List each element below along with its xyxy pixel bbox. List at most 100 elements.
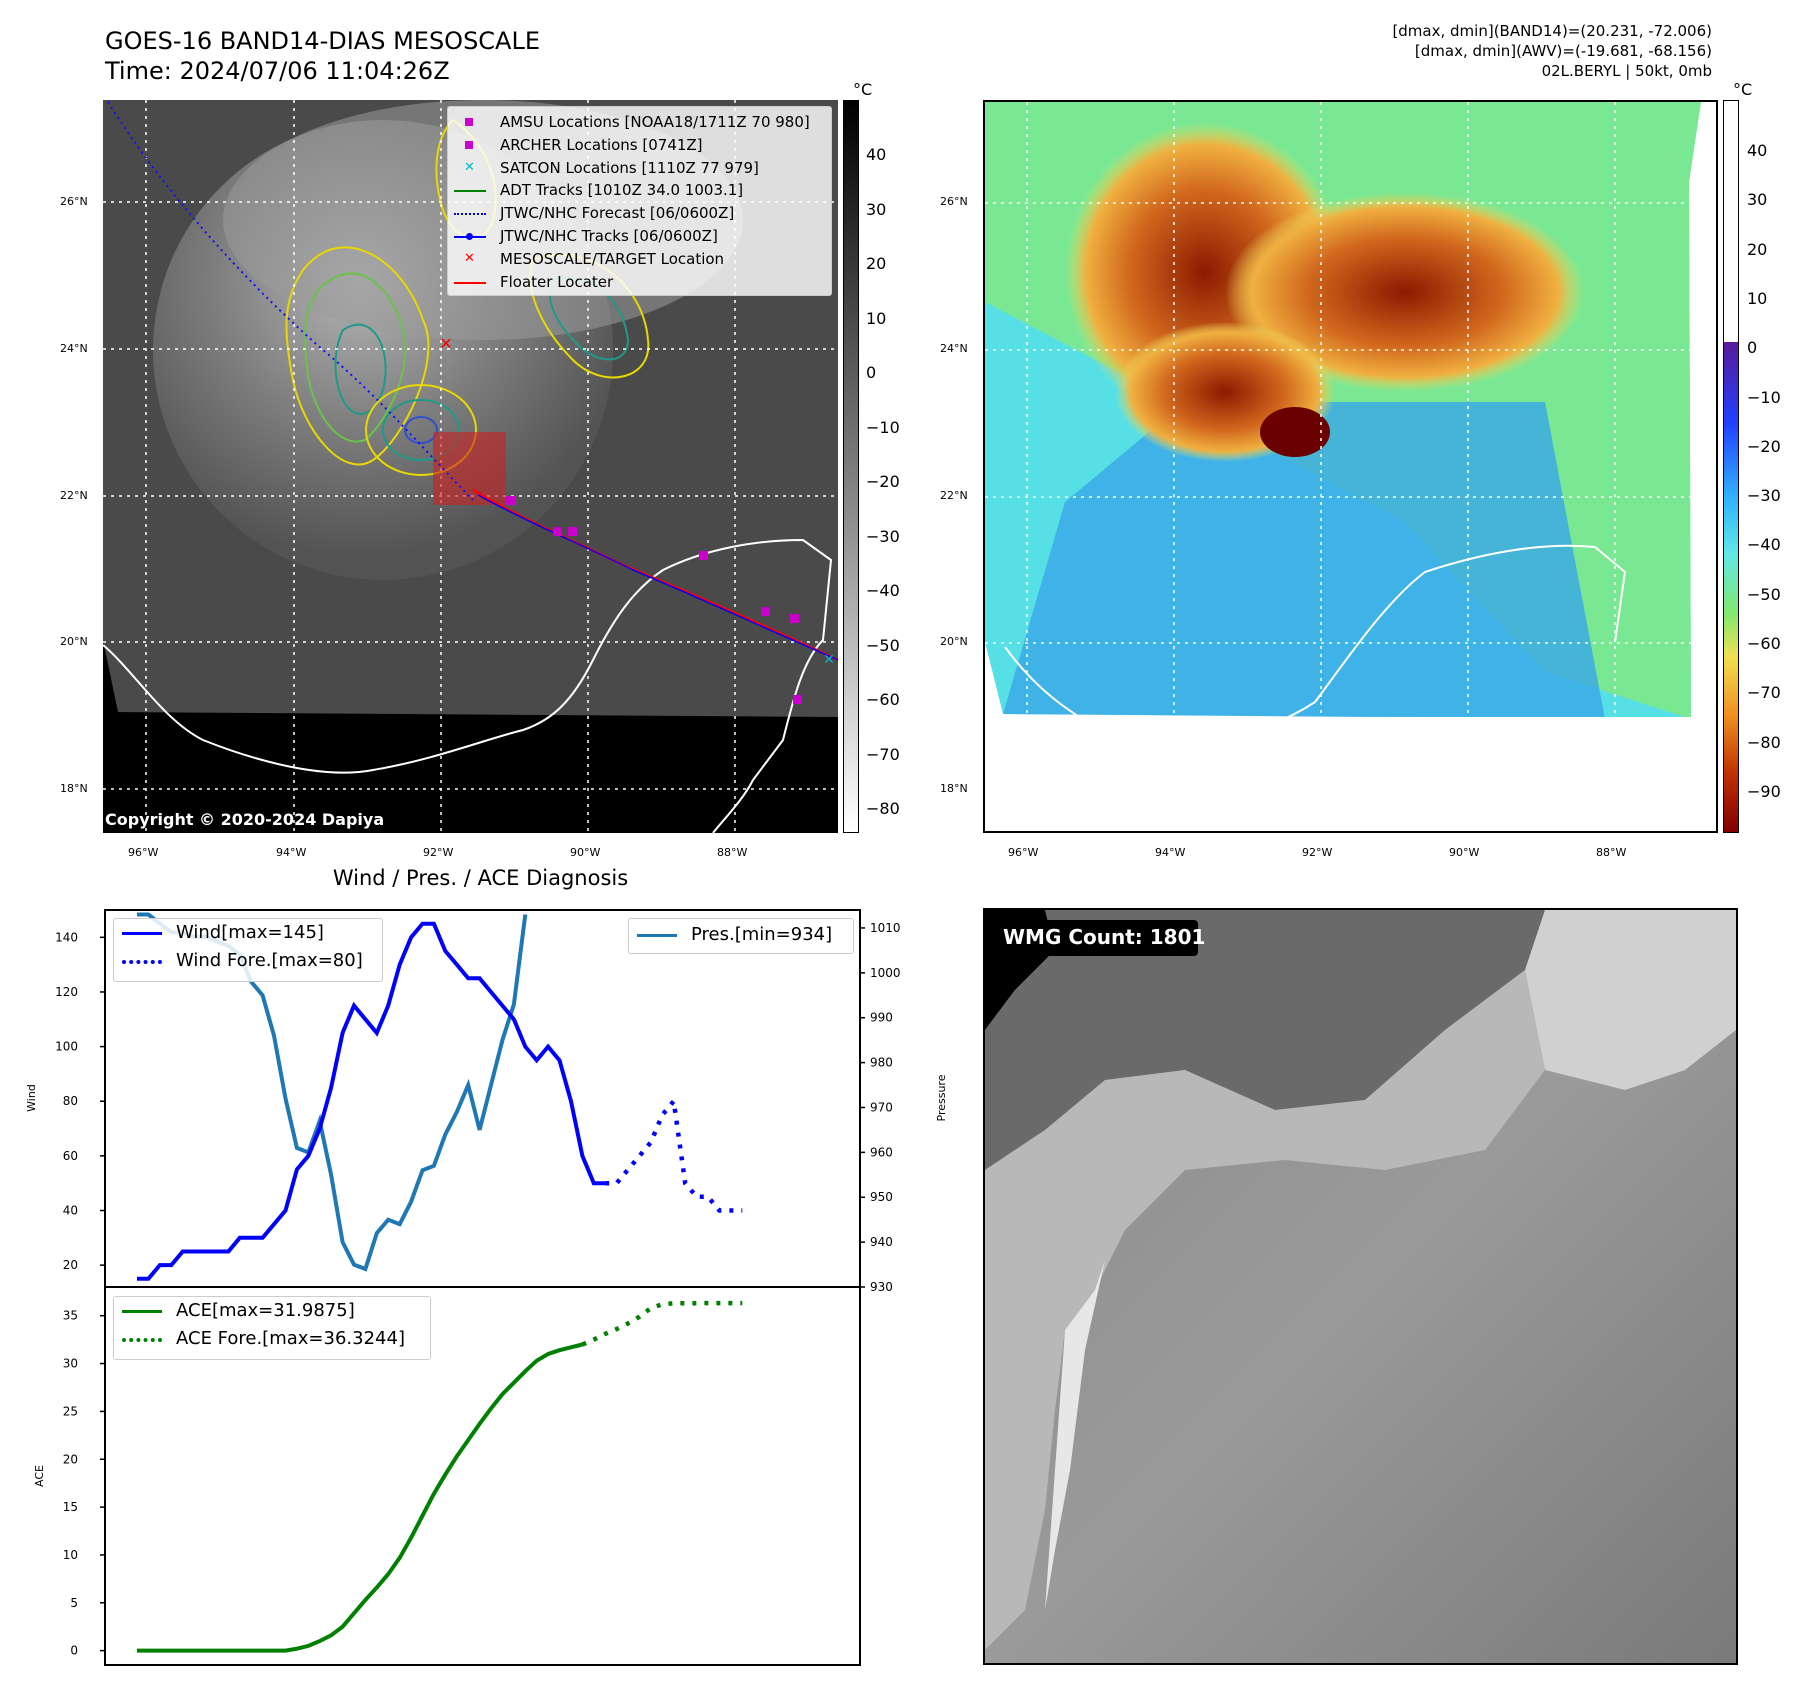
colorbar-tick-label: −50 — [1747, 584, 1781, 604]
legend-entry: Wind Fore.[max=80] — [114, 947, 382, 975]
lat-label: 18°N — [60, 782, 88, 795]
wmg-panel: WMG Count: 1801 — [983, 908, 1738, 1665]
ir-colorbar-unit: °C — [853, 80, 873, 99]
pressure-legend: Pres.[min=934] — [628, 918, 854, 954]
wind-tick-label: 20 — [63, 1258, 78, 1272]
legend-label: Wind Fore.[max=80] — [176, 950, 363, 971]
ace-tick-label: 15 — [63, 1500, 78, 1514]
ace-tick-label: 20 — [63, 1452, 78, 1466]
colorbar-tick-label: 20 — [1747, 239, 1768, 259]
pressure-tick-label: 1000 — [870, 966, 901, 980]
legend-label: Floater Locater — [500, 272, 614, 291]
legend-entry: ARCHER Locations [0741Z] — [448, 134, 831, 157]
info-line-2: [dmax, dmin](AWV)=(-19.681, -68.156) — [1414, 42, 1712, 60]
ir-map-legend: AMSU Locations [NOAA18/1711Z 70 980] ARC… — [447, 106, 832, 296]
colorbar-tick-label: 40 — [866, 145, 887, 164]
lat-label: 20°N — [60, 635, 88, 648]
info-line-3: 02L.BERYL | 50kt, 0mb — [1541, 62, 1712, 80]
dotted-line-icon — [122, 960, 162, 964]
colorbar-tick-label: −10 — [1747, 387, 1781, 407]
pressure-tick-label: 970 — [870, 1100, 893, 1114]
ace-tick-label: 10 — [63, 1548, 78, 1562]
lon-label: 90°W — [570, 846, 601, 859]
pressure-tick-label: 990 — [870, 1011, 893, 1025]
lat-label: 20°N — [940, 635, 968, 648]
pressure-tick-label: 1010 — [870, 921, 901, 935]
legend-entry: JTWC/NHC Tracks [06/0600Z] — [448, 225, 831, 248]
wind-tick-label: 80 — [63, 1094, 78, 1108]
x-marker-icon: ✕ — [464, 159, 475, 175]
colorbar-tick-label: −50 — [866, 635, 900, 655]
awv-colorbar — [1723, 100, 1739, 833]
info-line-1: [dmax, dmin](BAND14)=(20.231, -72.006) — [1392, 22, 1712, 40]
legend-entry: ✕ MESOSCALE/TARGET Location — [448, 248, 831, 271]
wind-tick-label: 60 — [63, 1149, 78, 1163]
wmg-count-label: WMG Count: 1801 — [1003, 925, 1206, 949]
lon-label: 94°W — [1155, 846, 1186, 859]
line-icon — [637, 934, 677, 937]
legend-label: JTWC/NHC Tracks [06/0600Z] — [500, 226, 718, 245]
colorbar-tick-label: −70 — [866, 744, 900, 764]
colorbar-tick-label: −20 — [866, 472, 900, 491]
ace-axis-label: ACE — [33, 1465, 46, 1487]
line-icon — [454, 281, 486, 284]
dotted-line-icon — [454, 213, 486, 216]
lat-label: 22°N — [60, 489, 88, 502]
lon-label: 88°W — [1596, 846, 1627, 859]
lat-label: 24°N — [60, 342, 88, 355]
lon-label: 90°W — [1449, 846, 1480, 859]
ace-tick-label: 5 — [70, 1596, 78, 1610]
colorbar-tick-label: 30 — [1747, 190, 1768, 210]
lon-label: 96°W — [1008, 846, 1039, 859]
wind-tick-label: 120 — [55, 985, 78, 999]
colorbar-tick-label: 10 — [866, 308, 887, 328]
colorbar-tick-label: 0 — [1747, 338, 1758, 358]
colorbar-tick-label: −20 — [1747, 436, 1781, 456]
legend-label: AMSU Locations [NOAA18/1711Z 70 980] — [500, 113, 810, 131]
figure-title: GOES-16 BAND14-DIAS MESOSCALE — [105, 27, 541, 55]
legend-label: MESOSCALE/TARGET Location — [500, 249, 725, 268]
lat-label: 18°N — [940, 782, 968, 795]
colorbar-tick-label: 30 — [866, 199, 887, 219]
pressure-tick-label: 950 — [870, 1190, 893, 1204]
legend-label: Wind[max=145] — [176, 922, 324, 943]
legend-label: JTWC/NHC Forecast [06/0600Z] — [500, 204, 735, 223]
awv-colorbar-unit: °C — [1733, 80, 1753, 99]
wind-forecast-series-line — [605, 1095, 743, 1213]
wind-tick-label: 40 — [63, 1204, 78, 1218]
legend-entry: ✕ SATCON Locations [1110Z 77 979] — [448, 157, 831, 180]
ir-colorbar — [843, 100, 859, 833]
legend-entry: AMSU Locations [NOAA18/1711Z 70 980] — [448, 111, 831, 134]
colorbar-tick-label: 20 — [866, 254, 887, 273]
colorbar-tick-label: −30 — [866, 526, 900, 546]
colorbar-tick-label: −80 — [866, 799, 900, 818]
lon-label: 92°W — [1302, 846, 1333, 859]
colorbar-tick-label: −60 — [866, 690, 900, 709]
copyright-label: Copyright © 2020-2024 Dapiya — [105, 810, 385, 829]
legend-label: Pres.[min=934] — [691, 924, 833, 945]
pressure-tick-label: 940 — [870, 1235, 893, 1249]
line-icon — [454, 190, 486, 193]
lat-label: 26°N — [940, 195, 968, 208]
ir-map-panel: ✕ ✕ AMSU Locations [NOAA18/1711Z 70 980]… — [102, 100, 839, 834]
line-icon — [122, 1310, 162, 1313]
colorbar-tick-label: −80 — [1747, 732, 1781, 752]
colorbar-tick-label: 0 — [866, 363, 877, 382]
diag-title: Wind / Pres. / ACE Diagnosis — [332, 866, 629, 890]
colorbar-tick-label: −90 — [1747, 781, 1781, 801]
wind-tick-label: 140 — [55, 930, 78, 944]
pressure-tick-label: 930 — [870, 1280, 893, 1294]
lon-label: 88°W — [717, 846, 748, 859]
legend-entry: ACE[max=31.9875] — [114, 1297, 430, 1325]
colorbar-tick-label: 10 — [1747, 288, 1768, 308]
square-marker-icon — [465, 118, 473, 126]
legend-entry: ADT Tracks [1010Z 34.0 1003.1] — [448, 179, 831, 202]
square-marker-icon — [465, 140, 473, 149]
legend-label: SATCON Locations [1110Z 77 979] — [500, 158, 759, 177]
svg-text:✕: ✕ — [439, 334, 452, 353]
ace-tick-label: 0 — [70, 1644, 78, 1658]
pressure-tick-label: 980 — [870, 1056, 893, 1070]
figure-time: Time: 2024/07/06 11:04:26Z — [105, 57, 450, 85]
legend-entry: Pres.[min=934] — [629, 919, 853, 951]
ace-legend: ACE[max=31.9875] ACE Fore.[max=36.3244] — [113, 1296, 431, 1360]
